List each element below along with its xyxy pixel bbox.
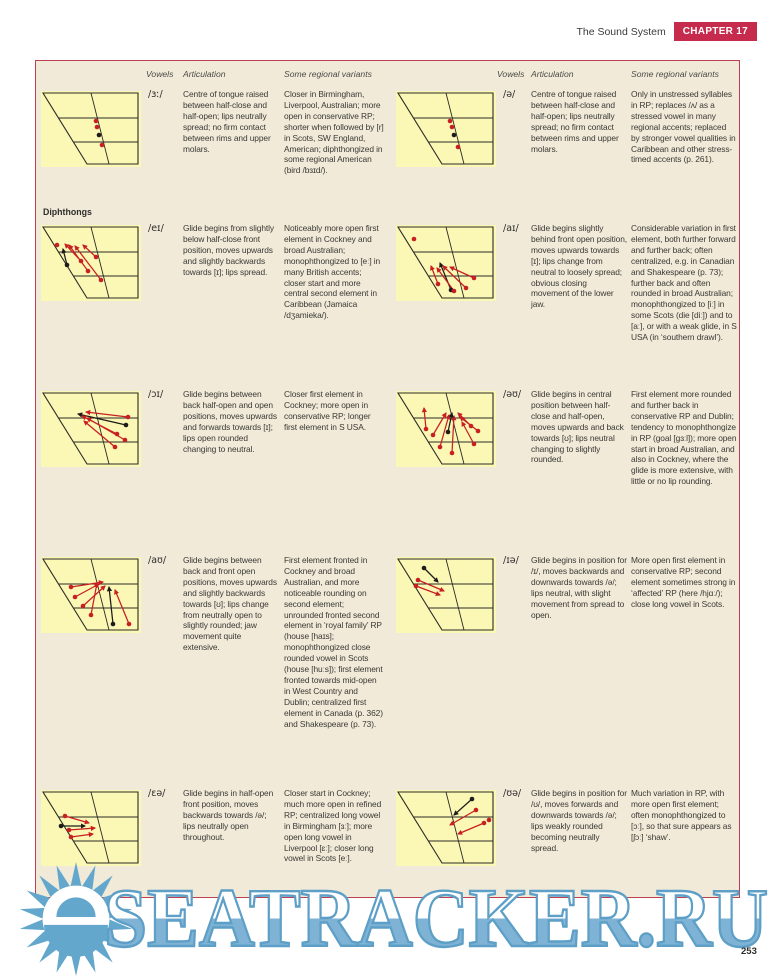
- vowel-symbol: /ɔɪ/: [148, 389, 164, 400]
- page-number: 253: [741, 946, 757, 957]
- vowel-symbol: /ɜː/: [148, 89, 163, 100]
- running-head: The Sound System CHAPTER 17: [576, 22, 757, 41]
- vowel-diagram-row2-left: [41, 225, 141, 301]
- col-header-articulation-right: Articulation: [531, 69, 574, 79]
- vowel-diagram-row2-right: [396, 225, 496, 301]
- variants-text: First element more rounded and further b…: [631, 389, 737, 487]
- articulation-text: Glide begins in position for /ɪ/, moves …: [531, 555, 627, 620]
- vowel-diagram-row5-left: [41, 790, 141, 866]
- vowel-diagram-row1-left: [41, 91, 141, 167]
- vowel-symbol: /ə/: [503, 89, 516, 100]
- articulation-text: Glide begins between back and front open…: [183, 555, 277, 653]
- col-header-variants-right: Some regional variants: [631, 69, 719, 79]
- vowel-table-panel: Vowels Articulation Some regional varian…: [35, 60, 740, 898]
- vowel-symbol: /eɪ/: [148, 223, 164, 234]
- vowel-diagram-row4-right: [396, 557, 496, 633]
- vowel-symbol: /ɛə/: [148, 788, 166, 799]
- variants-text: Closer first element in Cockney; more op…: [284, 389, 371, 432]
- vowel-diagram-row5-right: [396, 790, 496, 866]
- vowel-symbol: /aʊ/: [148, 555, 167, 566]
- variants-text: First element fronted in Cockney and bro…: [284, 555, 383, 729]
- articulation-text: Glide begins in half-open front position…: [183, 788, 274, 842]
- articulation-text: Centre of tongue raised between half-clo…: [183, 89, 271, 154]
- vowel-diagram-row1-right: [396, 91, 496, 167]
- variants-text: Much variation in RP, with more open fir…: [631, 788, 732, 842]
- col-header-variants-left: Some regional variants: [284, 69, 372, 79]
- articulation-text: Glide begins between back half-open and …: [183, 389, 277, 454]
- vowel-symbol: /ʊə/: [503, 788, 522, 799]
- variants-text: Considerable variation in first element,…: [631, 223, 737, 343]
- articulation-text: Glide begins slightly behind front open …: [531, 223, 628, 310]
- col-header-vowels-left: Vowels: [146, 69, 174, 79]
- articulation-text: Glide begins in central position between…: [531, 389, 624, 465]
- vowel-diagram-row3-left: [41, 391, 141, 467]
- articulation-text: Glide begins in position for /ʊ/, moves …: [531, 788, 627, 853]
- variants-text: Only in unstressed syllables in RP; repl…: [631, 89, 736, 165]
- col-header-articulation-left: Articulation: [183, 69, 226, 79]
- variants-text: Closer in Birmingham, Liverpool, Austral…: [284, 89, 384, 176]
- variants-text: More open first element in conservative …: [631, 555, 736, 609]
- variants-text: Noticeably more open first element in Co…: [284, 223, 381, 321]
- chapter-badge: CHAPTER 17: [673, 22, 757, 41]
- vowel-symbol: /aɪ/: [503, 223, 519, 234]
- articulation-text: Glide begins from slightly below half-cl…: [183, 223, 274, 277]
- vowel-diagram-row4-left: [41, 557, 141, 633]
- articulation-text: Centre of tongue raised between half-clo…: [531, 89, 619, 154]
- vowel-symbol: /əʊ/: [503, 389, 522, 400]
- col-header-vowels-right: Vowels: [497, 69, 525, 79]
- section-label-diphthongs: Diphthongs: [43, 207, 92, 217]
- running-head-title: The Sound System: [576, 25, 666, 38]
- variants-text: Closer start in Cockney; much more open …: [284, 788, 382, 864]
- vowel-diagram-row3-right: [396, 391, 496, 467]
- vowel-symbol: /ɪə/: [503, 555, 519, 566]
